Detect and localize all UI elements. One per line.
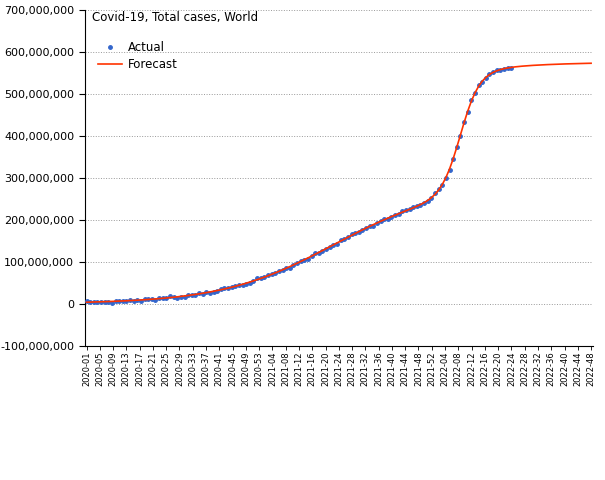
Actual — [83, 298, 90, 304]
Actual — [420, 200, 428, 205]
Forecast — [83, 300, 90, 305]
Forecast — [580, 60, 587, 66]
Forecast — [112, 299, 119, 304]
Actual — [413, 203, 420, 209]
Forecast — [134, 297, 141, 303]
Actual — [134, 298, 141, 303]
Line: Forecast: Forecast — [87, 63, 591, 302]
Forecast — [587, 60, 595, 66]
Forecast — [174, 294, 181, 300]
Forecast — [333, 240, 341, 246]
Line: Actual: Actual — [85, 66, 513, 304]
Actual — [508, 65, 515, 71]
Actual — [232, 284, 239, 289]
Legend: Actual, Forecast: Actual, Forecast — [96, 39, 180, 73]
Actual — [174, 295, 181, 300]
Actual — [381, 216, 388, 222]
Actual — [108, 300, 116, 305]
Forecast — [101, 299, 108, 304]
Text: Covid-19, Total cases, World: Covid-19, Total cases, World — [93, 11, 258, 24]
